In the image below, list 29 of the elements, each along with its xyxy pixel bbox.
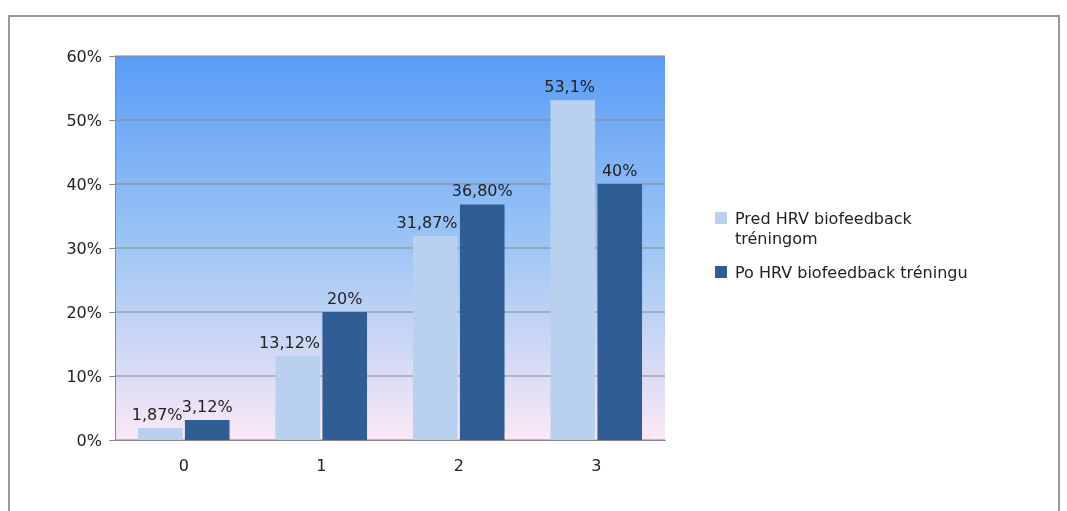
- y-tick-label: 0%: [76, 430, 102, 450]
- bar: [412, 236, 458, 440]
- bar: [137, 428, 183, 440]
- x-tick-label: 2: [453, 456, 464, 475]
- x-tick-label: 3: [591, 456, 602, 475]
- bar: [275, 356, 321, 440]
- x-tick-label: 1: [316, 456, 327, 475]
- y-tick-label: 50%: [66, 110, 102, 130]
- bar: [322, 312, 368, 440]
- data-label: 53,1%: [544, 77, 596, 97]
- data-label: 20%: [326, 289, 363, 308]
- data-label: 13,12%: [259, 333, 321, 353]
- y-tick-label: 30%: [66, 238, 102, 258]
- legend-label: Po HRV biofeedback tréningu: [735, 263, 968, 282]
- y-tick-label: 20%: [66, 302, 102, 322]
- y-tick-label: 10%: [66, 366, 102, 386]
- bar: [184, 420, 230, 440]
- bar: [459, 204, 505, 440]
- bar: [550, 100, 596, 440]
- legend-label: Pred HRV biofeedback tréningom: [735, 209, 913, 248]
- data-label: 31,87%: [396, 213, 458, 233]
- y-tick-label: 60%: [66, 46, 102, 66]
- y-tick-label: 40%: [66, 174, 102, 194]
- data-label: 40%: [601, 161, 638, 180]
- data-label: 3,12%: [181, 397, 233, 417]
- x-tick-label: 0: [178, 456, 189, 475]
- data-label: 36,80%: [451, 181, 513, 201]
- bar: [597, 184, 643, 440]
- data-label: 1,87%: [131, 405, 183, 425]
